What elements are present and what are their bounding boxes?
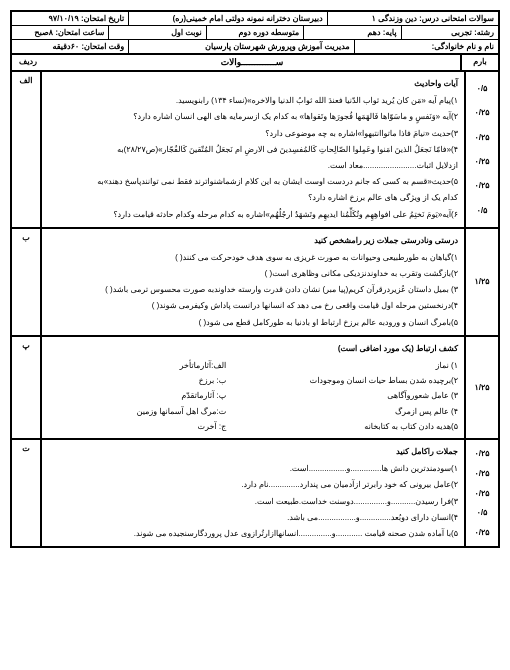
barem-b: ۱/۲۵ (464, 229, 498, 335)
columns-header: بارم ســـــــــــــوالات ردیف (12, 55, 498, 72)
exam-page: سوالات امتحانی درس: دین وزندگی ۱ دبیرستا… (10, 10, 500, 548)
q-line: ۱)سودمندترین دانش ها..............و.....… (48, 461, 458, 476)
score: ۰/۲۵ (474, 489, 489, 498)
score: ۰/۲۵ (474, 528, 489, 537)
match-l: ت:مرگ اهل آسمانها وزمین (48, 404, 226, 419)
hdr-school: دبیرستان دخترانه نمونه دولتی امام خمینی(… (128, 12, 326, 25)
match-l: ب: برزخ (48, 373, 226, 388)
q-line: ۳)حدیث «نیامَ فاذا ماتواانتبهوا»اشاره به… (48, 126, 458, 141)
q-line: ۳)فرا رسیدن...........و...............دو… (48, 494, 458, 509)
content-a: آیات واحادیث ۱)پیام آیه «مَن کان یُرید ث… (42, 72, 464, 227)
match-r: ۵)هدیه دادن کتاب به کتابخانه (226, 419, 458, 434)
q-line: ۵)بامرگ انسان و ورودبه عالم برزخ ارتباط … (48, 315, 458, 330)
radif-a: الف (12, 72, 42, 227)
match-r: ۴) عالم پس ازمرگ (226, 404, 458, 419)
match-l: پ: آثارماتقدّم (48, 388, 226, 403)
hdr-duration: وقت امتحان: ۶۰دقیقه (12, 40, 128, 53)
match-l: الف:آثارماتأخر (48, 358, 226, 373)
score: ۰/۲۵ (474, 108, 489, 117)
q-line: ۵)با آماده شدن صحنه قیامت ............و.… (48, 526, 458, 541)
score: ۱/۲۵ (474, 277, 489, 286)
score: ۱/۲۵ (474, 383, 489, 392)
q-line: ۱)گیاهان به طورطبیعی وحیوانات به صورت غر… (48, 250, 458, 265)
score: ۰/۵ (477, 508, 488, 517)
match-r: ۳) عامل شعوروآگاهی (226, 388, 458, 403)
barem-p: ۱/۲۵ (464, 337, 498, 438)
content-t: جملات راکامل کنید ۱)سودمندترین دانش ها..… (42, 440, 464, 546)
hdr-date: تاریخ امتحان: ۹۷/۱۰/۱۹ (12, 12, 128, 25)
q-line: ۴)«فامّا نَجعَلُ الذینَ امَنوا وعَمِلوا … (48, 142, 458, 157)
score: ۰/۲۵ (474, 157, 489, 166)
heading-p: کشف ارتباط (یک مورد اضافی است) (48, 341, 458, 356)
q-line: ۳) بمیل داستان عُزیردرقرآن کریم(پیا مبر)… (48, 282, 458, 297)
barem-a: ۰/۵ ۰/۲۵ ۰/۲۵ ۰/۲۵ ۰/۲۵ ۰/۵ (464, 72, 498, 227)
hdr-time: ساعت امتحان: ۸صبح (12, 26, 108, 39)
q-line: ۲)عامل بیرونی که خود رابرتر ازآدمیان می … (48, 477, 458, 492)
col-radif-label: ردیف (12, 55, 44, 70)
match-r: ۱) نماز (226, 358, 458, 373)
score: ۰/۲۵ (474, 133, 489, 142)
content-p: کشف ارتباط (یک مورد اضافی است) ۱) نمازال… (42, 337, 464, 438)
col-barem-label: بارم (460, 55, 498, 70)
q-line: ۴)انسان دارای دوبُعد..............و.....… (48, 510, 458, 525)
header-block: سوالات امتحانی درس: دین وزندگی ۱ دبیرستا… (12, 12, 498, 55)
section-a: ۰/۵ ۰/۲۵ ۰/۲۵ ۰/۲۵ ۰/۲۵ ۰/۵ آیات واحادیث… (12, 72, 498, 229)
hdr-level: متوسطه دوره دوم (206, 26, 303, 39)
hdr-name: نام و نام خانوادگی: (354, 40, 498, 53)
radif-t: ت (12, 440, 42, 546)
q-line: ازدلایل اثبات........................معا… (48, 158, 458, 173)
hdr-dept: مدیریت آموزش وپرورش شهرستان پارسیان (128, 40, 353, 53)
hdr-term: نوبت اول (108, 26, 205, 39)
heading-b: درستی ونادرستی جملات زیر رامشخص کنید (48, 233, 458, 248)
radif-p: پ (12, 337, 42, 438)
hdr-subject: سوالات امتحانی درس: دین وزندگی ۱ (327, 12, 498, 25)
section-b: ۱/۲۵ درستی ونادرستی جملات زیر رامشخص کنی… (12, 229, 498, 337)
barem-t: ۰/۲۵ ۰/۲۵ ۰/۲۵ ۰/۵ ۰/۲۵ (464, 440, 498, 546)
q-line: ۴)درنخستین مرحله اول قیامت واقعی رخ می د… (48, 298, 458, 313)
q-line: ۱)پیام آیه «مَن کان یُرید ثواب الدّنیا ف… (48, 93, 458, 108)
q-line: ۶)آیه«یَومَ نَختِمُ علی افواهِهِم وتُکَل… (48, 207, 458, 222)
score: ۰/۲۵ (474, 181, 489, 190)
match-r: ۲)برچیده شدن بساط حیات انسان وموجودات (226, 373, 458, 388)
score: ۰/۵ (477, 206, 488, 215)
hdr-major: رشته: تجربی (401, 26, 498, 39)
score: ۰/۲۵ (474, 449, 489, 458)
q-line: ۲)آیه «وَنَفسٍ و ماسَوّاها فَالهَمَها فُ… (48, 109, 458, 124)
section-p: ۱/۲۵ کشف ارتباط (یک مورد اضافی است) ۱) ن… (12, 337, 498, 440)
score: ۰/۲۵ (474, 469, 489, 478)
radif-b: ب (12, 229, 42, 335)
match-l: ج: آخرت (48, 419, 226, 434)
hdr-grade: پایه: دهم (303, 26, 400, 39)
q-line: ۲)بازگشت وتقرب به خداوندنزدیکی مکانی وظا… (48, 266, 458, 281)
questions-title: ســـــــــــــوالات (44, 55, 460, 70)
score: ۰/۵ (477, 84, 488, 93)
q-line: ۵)حدیث«قسم به کسی که جانم دردست اوست ایش… (48, 174, 458, 189)
section-t: ۰/۲۵ ۰/۲۵ ۰/۲۵ ۰/۵ ۰/۲۵ جملات راکامل کنی… (12, 440, 498, 546)
heading-t: جملات راکامل کنید (48, 444, 458, 459)
content-b: درستی ونادرستی جملات زیر رامشخص کنید ۱)گ… (42, 229, 464, 335)
q-line: کدام یک از ویژگی های عالم برزخ اشاره دار… (48, 190, 458, 205)
heading-a: آیات واحادیث (48, 76, 458, 91)
